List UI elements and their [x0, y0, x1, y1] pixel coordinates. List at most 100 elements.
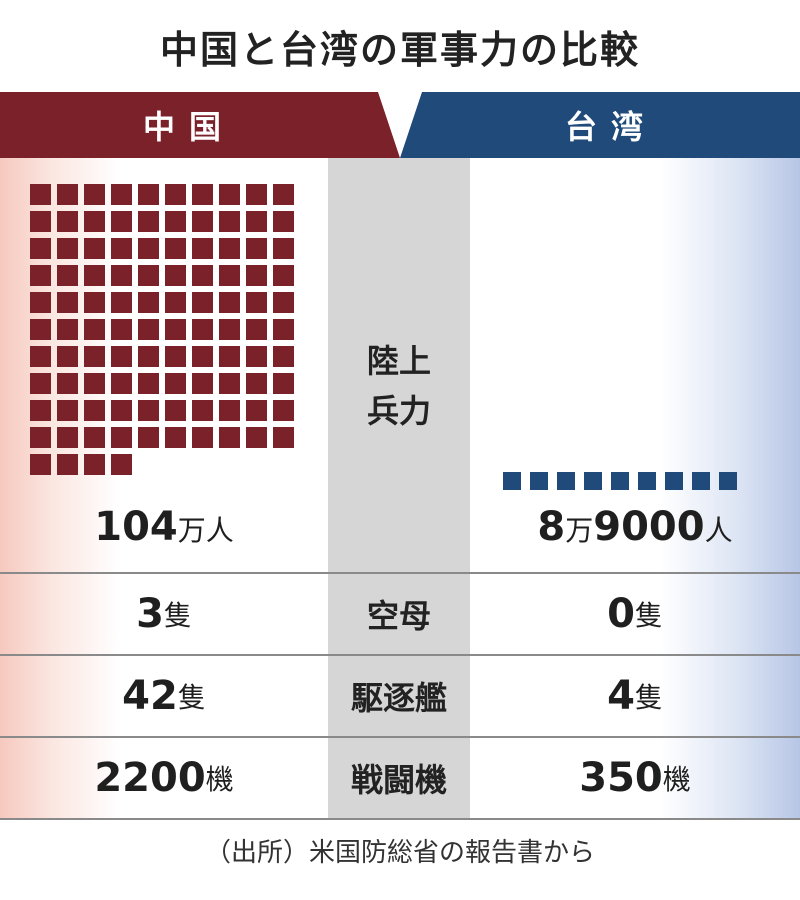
china-troop-icon [57, 454, 78, 475]
china-troop-icon [273, 292, 294, 313]
china-troop-icon [192, 265, 213, 286]
china-troop-icon [273, 265, 294, 286]
china-troop-icon [111, 400, 132, 421]
china-troop-icon [30, 292, 51, 313]
china-troop-icon [192, 346, 213, 367]
taiwan-troop-icon [692, 472, 710, 490]
china-troop-icon [246, 400, 267, 421]
taiwan-destroyers-number: 4 [607, 673, 635, 719]
taiwan-ground-forces-unit-2: 人 [704, 514, 733, 547]
taiwan-header-label: 台湾 [564, 108, 657, 146]
china-troop-icon [219, 265, 240, 286]
china-troop-icon [57, 238, 78, 259]
metric-ground-forces-line1: 陸上 [366, 342, 431, 380]
china-troop-icon [138, 400, 159, 421]
china-troop-icon [246, 211, 267, 232]
source-note: （出所）米国防総省の報告書から [204, 837, 595, 868]
china-troop-icon [192, 292, 213, 313]
china-fighters-value: 2200 機 [0, 738, 328, 818]
china-troop-icon [219, 211, 240, 232]
china-ground-forces-unit: 万人 [177, 514, 234, 547]
china-troop-icon [219, 346, 240, 367]
china-troop-icon [273, 238, 294, 259]
china-troop-icon [57, 184, 78, 205]
china-troop-icon [192, 319, 213, 340]
row-divider [0, 818, 800, 820]
china-troop-icon [219, 238, 240, 259]
taiwan-ground-forces-number-1: 8 [537, 504, 566, 550]
china-troop-icon [138, 238, 159, 259]
china-troop-icon [246, 292, 267, 313]
china-ground-forces-number: 104 [94, 504, 178, 550]
china-troop-icon [84, 292, 105, 313]
taiwan-troop-icon [503, 472, 521, 490]
troop-icon-grids [30, 184, 737, 490]
china-troop-icon [30, 184, 51, 205]
china-troop-icon [111, 265, 132, 286]
china-troop-icon [57, 373, 78, 394]
china-troop-icon [219, 184, 240, 205]
china-troop-icon [30, 265, 51, 286]
china-troop-icon [192, 373, 213, 394]
taiwan-troop-icon [611, 472, 629, 490]
china-troop-icon [165, 427, 186, 448]
china-troop-icon [273, 184, 294, 205]
china-troop-icon [138, 292, 159, 313]
taiwan-fighters-unit: 機 [662, 763, 691, 796]
china-troop-icon [57, 211, 78, 232]
taiwan-ground-forces-unit-1: 万 [565, 514, 594, 547]
china-troop-icon [30, 346, 51, 367]
metric-ground-forces-line2: 兵力 [366, 392, 431, 430]
row-divider [0, 654, 800, 656]
china-troop-icon [246, 427, 267, 448]
china-troop-icon [219, 400, 240, 421]
china-troop-icon [192, 184, 213, 205]
row-divider [0, 572, 800, 574]
china-troop-icon [246, 373, 267, 394]
taiwan-carriers-unit: 隻 [634, 599, 663, 632]
china-troop-icon [273, 319, 294, 340]
row-divider [0, 736, 800, 738]
china-troop-icon [57, 427, 78, 448]
china-troop-icon [138, 346, 159, 367]
taiwan-troop-icon [638, 472, 656, 490]
china-troop-icon [138, 211, 159, 232]
metric-fighters: 戦闘機 [350, 761, 447, 799]
taiwan-header-band [400, 92, 800, 158]
metric-column-band [328, 158, 470, 820]
china-troop-icon [165, 211, 186, 232]
china-ground-forces-value: 104 万人 [0, 504, 328, 560]
china-troop-icon [165, 400, 186, 421]
china-troop-icon [84, 211, 105, 232]
china-troop-icon [192, 238, 213, 259]
china-troop-icon [165, 373, 186, 394]
china-troop-icon [192, 400, 213, 421]
china-troop-icon [246, 265, 267, 286]
china-troop-icon [111, 346, 132, 367]
china-troop-icon [192, 427, 213, 448]
china-troop-icon [111, 292, 132, 313]
china-troop-icon [138, 265, 159, 286]
taiwan-troop-icon [584, 472, 602, 490]
china-troop-icon [84, 346, 105, 367]
china-troop-icon [246, 238, 267, 259]
china-troop-icon [273, 211, 294, 232]
china-carriers-number: 3 [136, 591, 164, 637]
china-header-label: 中国 [142, 108, 235, 146]
china-troop-icon [84, 454, 105, 475]
china-troop-icon [84, 319, 105, 340]
china-troop-icon [273, 400, 294, 421]
column-header-banner: 中国 台湾 [0, 92, 800, 158]
china-header-band [0, 92, 400, 158]
china-troop-icon [165, 292, 186, 313]
china-troop-icon [84, 400, 105, 421]
china-troop-icon [111, 211, 132, 232]
chart-title: 中国と台湾の軍事力の比較 [159, 27, 640, 72]
metric-ground-forces: 陸上 兵力 [328, 336, 470, 436]
taiwan-fighters-number: 350 [579, 755, 663, 801]
taiwan-troop-icon [530, 472, 548, 490]
taiwan-destroyers-unit: 隻 [634, 681, 663, 714]
china-troop-icon [219, 292, 240, 313]
